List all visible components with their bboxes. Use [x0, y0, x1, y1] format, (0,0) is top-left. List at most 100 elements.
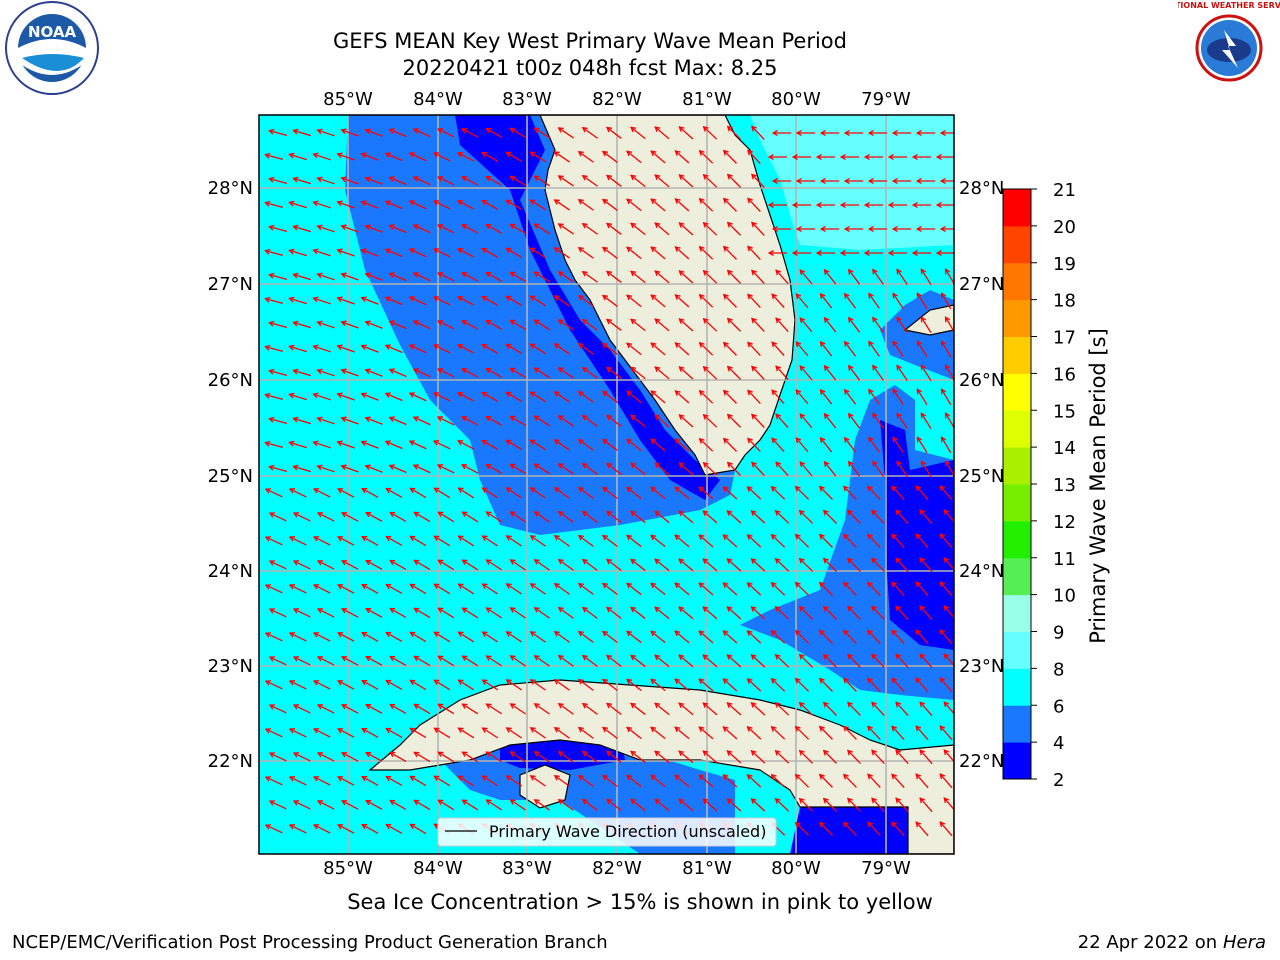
lat-label: 26°N	[959, 370, 1004, 391]
wave-arrow-head	[409, 583, 416, 590]
wave-arrow-head	[674, 534, 681, 541]
wave-arrow-head	[775, 269, 782, 276]
wave-arrow	[289, 584, 307, 594]
wave-arrow	[313, 441, 331, 449]
wave-arrow-head	[577, 198, 584, 205]
wave-arrow-head	[654, 462, 661, 469]
wave-arrow	[699, 294, 714, 308]
wave-arrow-head	[365, 560, 372, 566]
wave-arrow-head	[630, 174, 637, 181]
wave-arrow-head	[750, 797, 757, 804]
wave-arrow-head	[509, 415, 516, 422]
wave-arrow	[654, 654, 670, 668]
wave-arrow-head	[605, 702, 613, 709]
lat-label: 22°N	[208, 751, 253, 772]
wave-arrow	[265, 536, 283, 546]
wave-arrow-head	[842, 581, 849, 588]
wave-arrow	[582, 607, 598, 619]
wave-arrow	[747, 774, 762, 788]
wave-arrow-head	[365, 656, 372, 662]
wave-arrow	[895, 605, 909, 621]
wave-arrow	[823, 606, 837, 620]
wave-arrow	[679, 366, 694, 380]
wave-arrow	[626, 246, 642, 260]
wave-arrow-head	[336, 680, 344, 686]
colorbar-tick-label: 17	[1053, 328, 1076, 349]
wave-arrow-head	[892, 436, 898, 443]
wave-arrow-head	[819, 178, 826, 184]
chart-title: GEFS MEAN Key West Primary Wave Mean Per…	[333, 29, 847, 53]
wave-arrow	[337, 297, 355, 305]
wave-arrow-head	[485, 799, 492, 805]
wave-arrow-head	[312, 440, 319, 447]
wave-arrow	[365, 465, 383, 473]
wave-arrow-head	[819, 226, 826, 232]
wave-arrow	[485, 368, 503, 378]
wave-arrow	[703, 366, 718, 380]
wave-arrow	[414, 751, 431, 763]
wave-arrow-head	[674, 246, 681, 252]
wave-arrow-head	[654, 654, 661, 661]
wave-arrow	[751, 222, 765, 236]
wave-arrow	[799, 750, 814, 764]
lat-label: 27°N	[208, 274, 253, 295]
wave-arrow-head	[361, 824, 368, 830]
wave-arrow	[630, 414, 646, 428]
wave-arrow	[578, 679, 594, 691]
wave-arrow	[606, 223, 622, 235]
wave-arrow	[916, 437, 928, 453]
wave-arrow-head	[461, 751, 468, 757]
wave-arrow-head	[288, 392, 295, 399]
wave-arrow	[702, 558, 718, 572]
wave-arrow-head	[288, 536, 296, 542]
wave-arrow-head	[767, 250, 774, 256]
wave-arrow	[361, 297, 379, 305]
wave-arrow	[510, 319, 527, 331]
wave-arrow	[578, 439, 594, 451]
wave-arrow-head	[650, 582, 657, 589]
wave-arrow-head	[361, 680, 368, 686]
wave-arrow-head	[361, 728, 368, 734]
wave-arrow-head	[581, 270, 588, 277]
wave-arrow	[293, 225, 311, 233]
wave-arrow-head	[601, 678, 609, 685]
wave-arrow	[582, 223, 598, 235]
wave-arrow	[751, 510, 766, 524]
wave-arrow	[534, 511, 550, 523]
wave-arrow	[799, 510, 814, 524]
wave-arrow-head	[842, 725, 849, 732]
wave-arrow-head	[726, 221, 733, 228]
wave-arrow	[289, 488, 307, 498]
wave-arrow-head	[750, 509, 757, 516]
wave-arrow-head	[819, 436, 826, 444]
wave-arrow	[819, 630, 833, 644]
wave-arrow-head	[746, 485, 753, 492]
wave-arrow-head	[485, 415, 492, 422]
wave-arrow-head	[557, 798, 564, 805]
wave-arrow-head	[867, 485, 873, 492]
wave-arrow	[486, 511, 503, 523]
wave-arrow-head	[747, 197, 753, 204]
wave-arrow-head	[626, 438, 633, 445]
wave-arrow	[265, 584, 283, 594]
wave-arrow-head	[698, 437, 705, 444]
lon-label: 85°W	[323, 858, 373, 879]
wave-arrow-head	[775, 365, 782, 372]
wave-arrow-head	[336, 248, 343, 255]
wave-arrow	[915, 821, 929, 837]
wave-arrow	[747, 246, 761, 260]
wave-arrow-head	[336, 152, 343, 159]
wave-arrow-head	[698, 582, 705, 589]
wave-arrow	[941, 292, 952, 310]
wave-arrow-head	[750, 653, 757, 660]
wave-arrow-head	[630, 366, 637, 373]
wave-arrow-head	[336, 632, 344, 638]
wave-arrow-head	[360, 440, 367, 446]
wave-arrow-head	[605, 270, 613, 277]
colorbar-segment	[1003, 668, 1031, 706]
wave-arrow-head	[847, 316, 854, 323]
wave-arrow	[482, 775, 499, 787]
wave-arrow-head	[678, 126, 685, 132]
lat-label: 23°N	[208, 656, 253, 677]
wave-arrow-head	[863, 154, 870, 160]
